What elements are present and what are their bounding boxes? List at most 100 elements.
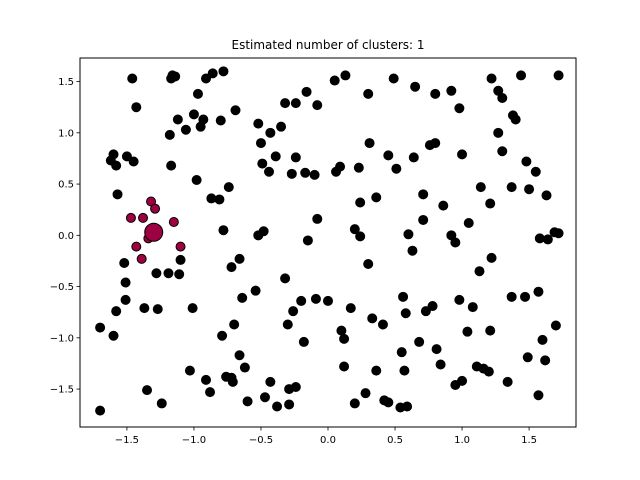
noise-point (398, 291, 409, 302)
cluster-point (136, 253, 147, 264)
noise-point (120, 294, 131, 305)
noise-point (180, 124, 191, 135)
noise-point (450, 237, 461, 248)
noise-point (502, 376, 513, 387)
noise-point (218, 225, 229, 236)
noise-point (108, 149, 119, 160)
noise-point (400, 308, 411, 319)
noise-point (471, 361, 482, 372)
noise-point (120, 277, 131, 288)
noise-point (516, 70, 527, 81)
noise-point (446, 85, 457, 96)
noise-point (172, 114, 183, 125)
noise-point (430, 88, 441, 99)
noise-point (391, 163, 402, 174)
noise-point (198, 114, 209, 125)
noise-point (95, 322, 106, 333)
noise-point (363, 259, 374, 270)
noise-point (217, 330, 228, 341)
noise-point (463, 218, 474, 229)
y-tick-label: −1.5 (50, 385, 74, 396)
noise-point (250, 285, 261, 296)
noise-point (255, 138, 266, 149)
noise-point (215, 115, 226, 126)
noise-point (151, 268, 162, 279)
noise-point (363, 88, 374, 99)
noise-point (131, 102, 142, 113)
noise-point (493, 127, 504, 138)
y-tick-label: 0.0 (58, 231, 74, 242)
noise-point (395, 402, 406, 413)
noise-point (371, 365, 382, 376)
noise-point (524, 184, 535, 195)
noise-point (435, 359, 446, 370)
noise-point (223, 182, 234, 193)
noise-point (462, 326, 473, 337)
noise-point (510, 114, 521, 125)
noise-point (310, 293, 321, 304)
noise-point (111, 160, 122, 171)
noise-point (221, 371, 232, 382)
noise-point (282, 319, 293, 330)
noise-point (226, 262, 237, 273)
noise-point (188, 109, 199, 120)
noise-point (272, 401, 283, 412)
noise-point (312, 100, 323, 111)
cluster-point (131, 241, 142, 252)
noise-point (407, 245, 418, 256)
noise-point (230, 105, 241, 116)
noise-point (234, 253, 245, 264)
noise-point (152, 304, 163, 315)
noise-point (438, 200, 449, 211)
noise-point (410, 81, 421, 92)
noise-point (270, 151, 281, 162)
noise-point (227, 376, 238, 387)
noise-point (388, 73, 399, 84)
noise-point (454, 103, 465, 114)
cluster-point (168, 217, 179, 227)
x-tick-label: −1.5 (115, 435, 139, 446)
noise-point (353, 162, 364, 173)
noise-point (201, 73, 212, 84)
noise-point (329, 75, 340, 86)
noise-point (396, 347, 407, 358)
noise-point (201, 374, 212, 385)
noise-point (112, 189, 123, 200)
y-tick-label: −0.5 (50, 282, 74, 293)
noise-point (257, 158, 268, 169)
noise-point (253, 230, 264, 241)
noise-point (475, 182, 486, 193)
noise-point (379, 395, 390, 406)
noise-point (550, 320, 561, 331)
noise-point (364, 138, 375, 149)
noise-point (192, 88, 203, 99)
noise-point (521, 156, 532, 167)
noise-point (506, 291, 517, 302)
noise-point (164, 129, 175, 140)
noise-point (309, 169, 320, 180)
noise-point (420, 306, 431, 317)
noise-point (450, 379, 461, 390)
noise-point (163, 268, 174, 279)
noise-point (506, 182, 517, 193)
noise-point (259, 392, 270, 403)
noise-point (284, 399, 295, 410)
noise-point (290, 382, 301, 393)
axes: −1.5 −1.0 −0.5 0.0 0.5 1.0 1.5 −1.5 −1.0 −0.5 0.0 0… (50, 77, 537, 446)
noise-point (454, 294, 465, 305)
noise-point (542, 234, 553, 245)
noise-point (229, 319, 240, 330)
noise-point (383, 150, 394, 161)
noise-point (265, 376, 276, 387)
noise-point (302, 235, 313, 246)
noise-point (339, 361, 350, 372)
noise-point (414, 336, 425, 347)
noise-point (95, 405, 106, 416)
noise-point (234, 350, 245, 361)
noise-point (371, 192, 382, 203)
y-tick-label: 1.5 (58, 77, 74, 88)
noise-point (408, 152, 419, 163)
noise-point (553, 228, 564, 239)
noise-point (522, 352, 533, 363)
cluster-core-point (144, 222, 164, 242)
